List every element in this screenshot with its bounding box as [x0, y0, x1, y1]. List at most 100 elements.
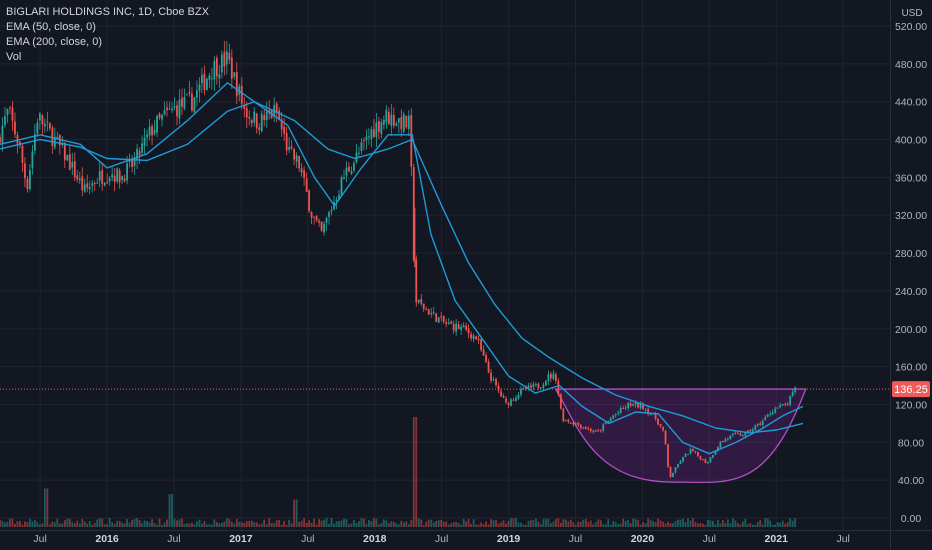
volume-bar	[432, 522, 435, 527]
candle-body	[310, 212, 313, 218]
volume-bar	[323, 519, 325, 527]
candle-body	[674, 467, 677, 473]
ema200-legend[interactable]: EMA (200, close, 0)	[6, 36, 102, 48]
candle-body	[325, 217, 328, 224]
candle-body	[223, 52, 226, 67]
candle-body	[587, 428, 590, 430]
candle-body	[96, 182, 99, 184]
candle-body	[156, 115, 158, 133]
volume-bars	[0, 417, 797, 527]
volume-bar	[108, 518, 111, 527]
candle-body	[761, 420, 764, 425]
volume-bar	[594, 522, 597, 527]
candle-body	[143, 137, 146, 146]
candle-body	[33, 134, 36, 151]
volume-bar	[153, 522, 156, 527]
volume-bar	[781, 520, 784, 527]
volume-bar	[1, 521, 4, 527]
candle-body	[343, 177, 345, 180]
candle-body	[136, 148, 138, 160]
candle-body	[400, 116, 403, 130]
candle-body	[435, 313, 438, 322]
volume-bar	[492, 520, 495, 527]
volume-bar	[415, 417, 418, 527]
volume-bar	[151, 519, 153, 527]
candle-body	[719, 441, 722, 448]
candle-body	[741, 435, 744, 437]
volume-bar	[253, 522, 256, 527]
candle-body	[176, 105, 178, 117]
volume-bar	[564, 519, 567, 527]
y-tick-label: 40.00	[898, 475, 924, 487]
volume-bar	[273, 523, 276, 527]
candle-body	[258, 127, 261, 130]
candle-body	[338, 194, 340, 200]
candle-body	[6, 108, 9, 115]
volume-bar	[642, 522, 645, 527]
candle-body	[410, 115, 413, 167]
candle-body	[340, 177, 343, 195]
candle-body	[791, 391, 794, 397]
candle-body	[729, 435, 732, 440]
candle-body	[634, 402, 637, 405]
volume-bar	[766, 518, 769, 527]
candle-body	[205, 78, 208, 90]
volume-bar	[442, 521, 445, 527]
candle-body	[370, 129, 373, 139]
volume-bar	[258, 524, 261, 527]
candle-body	[315, 215, 318, 221]
candle-body	[173, 106, 176, 108]
volume-bar	[692, 518, 694, 527]
volume-bar	[285, 524, 288, 527]
candle-body	[131, 159, 134, 167]
candle-body	[88, 186, 91, 190]
candle-body	[689, 449, 692, 454]
y-tick-label: 200.00	[895, 324, 927, 336]
candle-body	[507, 403, 510, 406]
volume-legend[interactable]: Vol	[6, 51, 22, 63]
candle-body	[629, 403, 632, 406]
ema50-legend[interactable]: EMA (50, close, 0)	[6, 21, 96, 33]
volume-bar	[729, 523, 732, 527]
candle-body	[460, 326, 463, 331]
volume-bar	[270, 522, 273, 527]
candle-body	[697, 452, 699, 456]
volume-bar	[245, 521, 248, 527]
candle-body	[592, 430, 595, 432]
candle-body	[56, 136, 59, 139]
candle-body	[659, 424, 662, 427]
volume-bar	[275, 520, 278, 527]
candle-body	[377, 121, 380, 132]
candle-body	[183, 96, 186, 109]
volume-bar	[41, 523, 44, 527]
volume-bar	[250, 520, 253, 527]
candle-body	[584, 426, 587, 429]
candle-body	[93, 183, 96, 185]
volume-bar	[191, 522, 193, 527]
y-tick-label: 480.00	[895, 59, 927, 71]
currency-label: USD	[901, 8, 922, 19]
symbol-title[interactable]: BIGLARI HOLDINGS INC, 1D, Cboe BZX	[6, 6, 209, 18]
volume-bar	[335, 521, 338, 527]
candle-body	[679, 461, 682, 464]
candle-body	[73, 161, 76, 178]
y-tick-label: 80.00	[898, 437, 924, 449]
candle-body	[51, 127, 54, 147]
candle-body	[48, 122, 51, 129]
candle-body	[515, 397, 517, 401]
volume-bar	[235, 519, 238, 527]
volume-bar	[88, 521, 91, 527]
candle-body	[654, 413, 657, 419]
candle-body	[278, 110, 281, 121]
volume-bar	[452, 522, 455, 527]
volume-bar	[634, 518, 637, 527]
candle-body	[375, 122, 378, 137]
volume-bar	[91, 524, 94, 527]
volume-bar	[736, 522, 739, 527]
volume-bar	[789, 518, 792, 527]
candle-body	[442, 315, 445, 322]
volume-bar	[368, 520, 370, 527]
volume-bar	[485, 521, 487, 527]
volume-bar	[707, 519, 709, 527]
